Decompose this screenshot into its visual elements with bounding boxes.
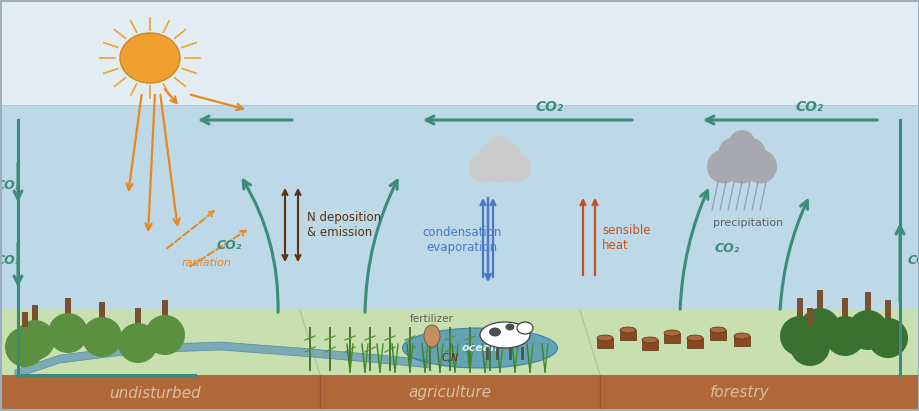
Circle shape (488, 136, 511, 159)
Ellipse shape (664, 330, 679, 336)
Circle shape (824, 316, 864, 356)
Bar (22, 312, 28, 337)
Bar (162, 300, 168, 325)
Text: forestry: forestry (709, 386, 769, 400)
Bar (709, 330, 725, 340)
Bar (733, 336, 749, 346)
Bar (619, 330, 635, 340)
Circle shape (5, 327, 45, 367)
Bar (32, 305, 38, 330)
Ellipse shape (516, 322, 532, 334)
Circle shape (789, 326, 829, 366)
Text: radiation: radiation (182, 258, 232, 268)
Bar (841, 298, 847, 326)
Circle shape (736, 138, 765, 166)
Ellipse shape (641, 337, 657, 343)
Circle shape (779, 316, 819, 356)
Ellipse shape (686, 335, 702, 341)
Circle shape (743, 150, 777, 183)
Text: CO₂: CO₂ (217, 238, 242, 252)
Ellipse shape (733, 333, 749, 339)
Bar (641, 340, 657, 350)
Ellipse shape (424, 325, 439, 347)
Bar (796, 298, 802, 326)
Text: CO₂: CO₂ (0, 178, 20, 192)
Bar (0, 0, 919, 105)
Ellipse shape (403, 328, 557, 368)
Bar (0, 310, 919, 375)
Bar (686, 338, 702, 348)
Circle shape (718, 138, 746, 166)
Bar (884, 300, 890, 328)
Circle shape (494, 143, 520, 168)
Circle shape (706, 150, 740, 183)
Text: CO₂: CO₂ (0, 254, 20, 266)
Circle shape (847, 310, 887, 350)
Bar (596, 338, 612, 348)
Bar (65, 298, 71, 323)
Text: ocean: ocean (461, 343, 498, 353)
Text: undisturbed: undisturbed (109, 386, 200, 400)
Circle shape (15, 320, 55, 360)
Bar (664, 333, 679, 343)
Bar (0, 105, 919, 310)
Circle shape (718, 136, 765, 183)
Text: condensation
evaporation: condensation evaporation (422, 226, 501, 254)
Circle shape (728, 130, 754, 156)
Text: precipitation: precipitation (712, 218, 782, 228)
Circle shape (48, 313, 88, 353)
Ellipse shape (480, 322, 529, 348)
Ellipse shape (119, 33, 180, 83)
Ellipse shape (709, 327, 725, 333)
Circle shape (800, 308, 839, 348)
Polygon shape (15, 342, 429, 378)
Bar (806, 308, 812, 336)
Ellipse shape (489, 328, 501, 337)
Bar (135, 308, 141, 333)
Ellipse shape (596, 335, 612, 341)
Circle shape (145, 315, 185, 355)
Text: CO₂: CO₂ (795, 100, 823, 114)
Text: fertilizer: fertilizer (410, 314, 453, 324)
Bar (864, 292, 870, 320)
Circle shape (479, 143, 504, 168)
Text: CO₂: CO₂ (536, 100, 563, 114)
Bar (816, 290, 823, 318)
Ellipse shape (619, 327, 635, 333)
Circle shape (867, 318, 907, 358)
Text: N deposition
& emission: N deposition & emission (307, 211, 380, 239)
Text: agriculture: agriculture (408, 386, 491, 400)
Bar (99, 302, 105, 327)
Bar (0, 375, 919, 411)
Circle shape (469, 153, 498, 183)
Text: CO₂: CO₂ (907, 254, 919, 266)
Text: C,N: C,N (441, 353, 458, 363)
Ellipse shape (505, 323, 514, 330)
Text: sensible
heat: sensible heat (601, 224, 650, 252)
Circle shape (479, 141, 520, 183)
Circle shape (501, 153, 530, 183)
Circle shape (118, 323, 158, 363)
Text: CO₂: CO₂ (714, 242, 740, 254)
Circle shape (82, 317, 122, 357)
